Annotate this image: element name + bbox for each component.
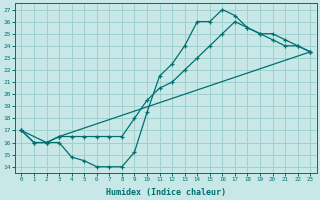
X-axis label: Humidex (Indice chaleur): Humidex (Indice chaleur) (106, 188, 226, 197)
